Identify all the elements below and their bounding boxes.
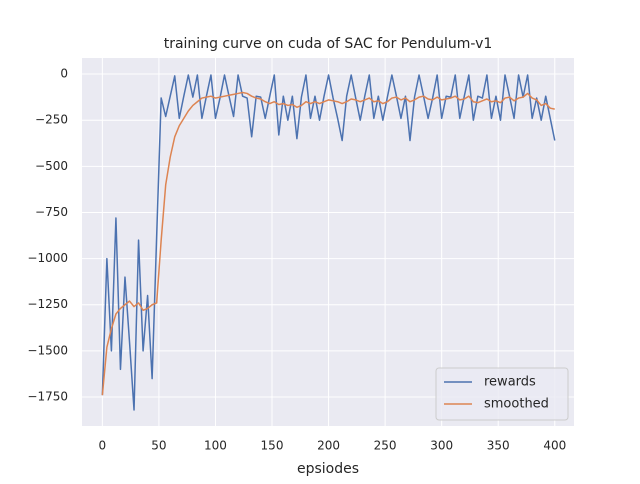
x-axis-label: epsiodes xyxy=(297,461,359,477)
y-tick-label: −750 xyxy=(35,205,68,219)
plot-area xyxy=(82,58,574,426)
x-tick-label: 250 xyxy=(374,439,397,453)
x-tick-label: 200 xyxy=(317,439,340,453)
y-tick-label: −250 xyxy=(35,113,68,127)
y-tick-label: −1250 xyxy=(27,297,68,311)
y-tick-label: −500 xyxy=(35,159,68,173)
legend-label: rewards xyxy=(484,375,536,390)
y-tick-label: −1750 xyxy=(27,390,68,404)
x-tick-label: 300 xyxy=(430,439,453,453)
y-tick-label: −1500 xyxy=(27,343,68,357)
y-tick-label: −1000 xyxy=(27,251,68,265)
y-tick-label: 0 xyxy=(60,67,68,81)
x-tick-label: 150 xyxy=(261,439,284,453)
chart-title: training curve on cuda of SAC for Pendul… xyxy=(164,36,493,52)
line xyxy=(101,74,556,411)
x-tick-label: 350 xyxy=(487,439,510,453)
x-tick-label: 50 xyxy=(151,439,166,453)
x-tick-label: 0 xyxy=(99,439,107,453)
x-tick-label: 400 xyxy=(543,439,566,453)
legend-box xyxy=(435,367,569,421)
x-tick-label: 100 xyxy=(204,439,227,453)
line xyxy=(101,91,555,396)
legend-label: smoothed xyxy=(484,397,549,412)
